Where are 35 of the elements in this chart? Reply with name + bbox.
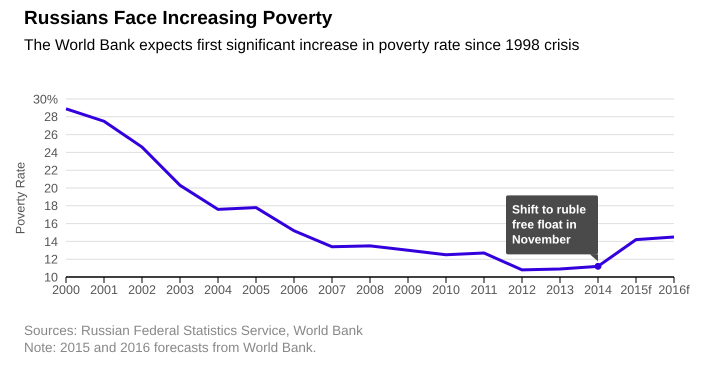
annotation: Shift to ruble free float in November (512, 202, 586, 246)
y-tick-label: 20 (44, 181, 58, 196)
chart-title: Russians Face Increasing Poverty (24, 8, 332, 30)
x-tick-label: 2008 (356, 282, 384, 297)
x-tick-label: 2016f (658, 282, 690, 297)
y-tick-label: 18 (44, 199, 58, 214)
x-tick-label: 2012 (508, 282, 536, 297)
y-tick-label: 28 (44, 110, 58, 124)
y-tick-label: 24 (44, 146, 58, 160)
x-tick-label: 2006 (280, 282, 308, 297)
x-tick-label: 2010 (432, 282, 460, 297)
y-tick-label: 16 (44, 217, 58, 232)
x-tick-label: 2007 (318, 282, 346, 297)
x-tick-label: 2003 (166, 282, 194, 297)
y-axis-title: Poverty Rate (13, 162, 28, 234)
x-tick-label: 2001 (90, 282, 118, 297)
x-tick-label: 2005 (242, 282, 270, 297)
x-tick-label: 2004 (204, 282, 232, 297)
y-tick-label: 10 (44, 270, 58, 284)
y-tick-label: 22 (44, 164, 58, 178)
text: Note: 2015 and 2016 forecasts from World Bank. (24, 340, 316, 355)
chart-subtitle: The World Bank expects first significant increase in poverty rate since 1998 crisis (24, 37, 580, 55)
x-tick-label: 2014 (584, 282, 612, 297)
x-tick-label: 2013 (546, 282, 574, 297)
x-tick-label: 2009 (394, 282, 422, 297)
x-tick-label: 2015f (620, 282, 652, 297)
y-tick-label: 14 (44, 234, 58, 249)
y-tick-label: 26 (44, 128, 58, 142)
y-tick-label: 12 (44, 252, 58, 267)
line-series (64, 107, 676, 272)
x-tick-label: 2011 (470, 282, 498, 297)
source-note: Sources: Russian Federal Statistics Service, World Bank (24, 323, 363, 338)
x-tick-label: 2000 (52, 282, 80, 297)
x-tick-label: 2002 (128, 282, 156, 297)
y-tick-label: 30% (32, 92, 58, 106)
